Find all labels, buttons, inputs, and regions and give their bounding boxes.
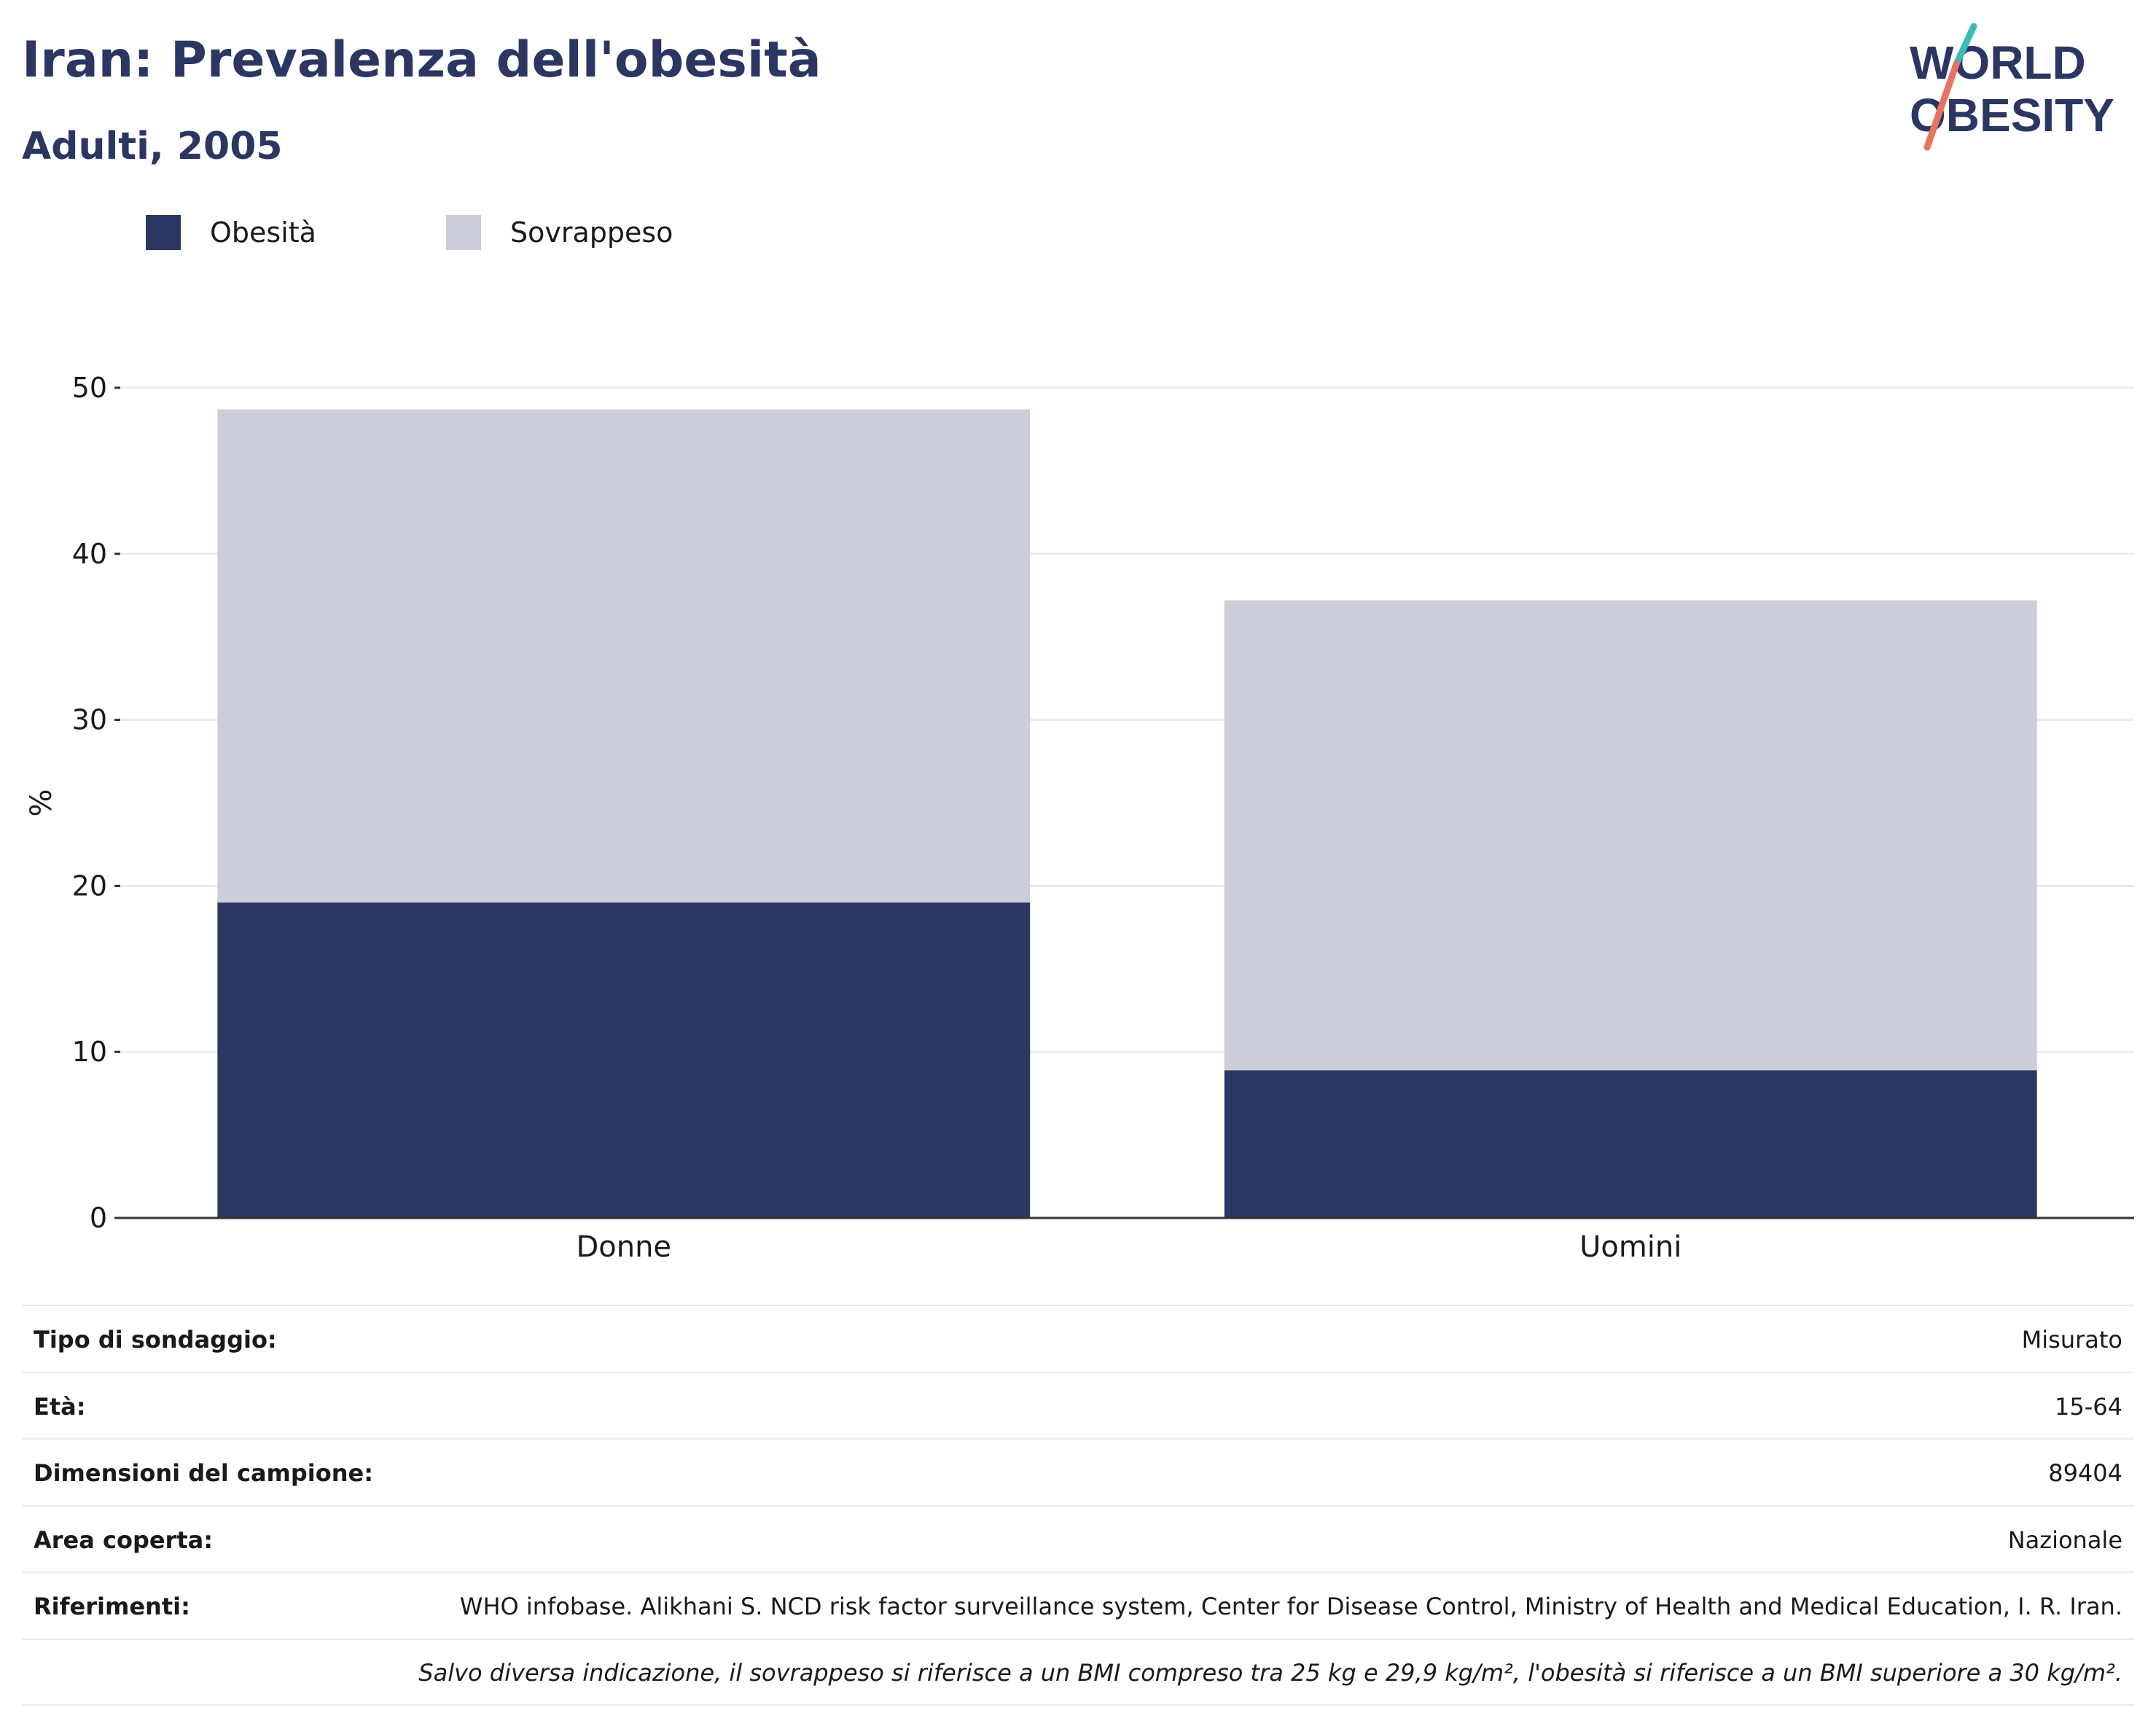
- x-tick-label: Uomini: [1579, 1230, 1682, 1264]
- world-obesity-logo: WORLD OBESITY: [1910, 23, 2114, 151]
- info-value: 89404: [2048, 1459, 2122, 1488]
- info-row-area: Area coperta: Nazionale: [22, 1504, 2134, 1572]
- bar-obesity-men[interactable]: [1224, 1070, 2037, 1218]
- legend-item-overweight[interactable]: Sovrappeso: [446, 215, 673, 250]
- y-tick-label: 10: [72, 1036, 107, 1068]
- logo-slash-coral: [1923, 60, 1960, 151]
- chart-title: Iran: Prevalenza dell'obesità: [22, 31, 821, 89]
- info-row-sample-size: Dimensioni del campione: 89404: [22, 1438, 2134, 1505]
- info-value: WHO infobase. Alikhani S. NCD risk facto…: [459, 1593, 2122, 1621]
- y-tick-label: 40: [72, 538, 107, 570]
- survey-info-table: Tipo di sondaggio: Misurato Età: 15-64 D…: [22, 1305, 2134, 1706]
- y-tick-label: 0: [90, 1202, 107, 1234]
- chart-subtitle: Adulti, 2005: [22, 125, 283, 168]
- y-axis-label: %: [25, 789, 58, 816]
- info-label: Età:: [34, 1392, 86, 1421]
- bmi-definition-note: Salvo diversa indicazione, il sovrappeso…: [22, 1638, 2134, 1706]
- stacked-bar-chart: 0 10 20 30 40 50 Donne Uomini%: [25, 372, 2134, 1264]
- y-tick-label: 50: [72, 372, 107, 404]
- legend-label-obesity: Obesità: [210, 216, 316, 249]
- bar-overweight-women[interactable]: [217, 409, 1031, 903]
- info-value: Misurato: [2021, 1326, 2122, 1354]
- bar-overweight-men[interactable]: [1224, 600, 2037, 1071]
- y-tick-label: 30: [72, 704, 107, 736]
- bar-obesity-women[interactable]: [217, 902, 1031, 1218]
- legend-swatch-overweight: [446, 215, 481, 250]
- info-value: 15-64: [2055, 1392, 2122, 1421]
- info-label: Tipo di sondaggio:: [34, 1326, 277, 1354]
- info-row-age: Età: 15-64: [22, 1371, 2134, 1439]
- bars: [217, 409, 2037, 1218]
- info-value: Nazionale: [2007, 1526, 2122, 1554]
- legend-label-overweight: Sovrappeso: [510, 216, 673, 249]
- info-row-survey-type: Tipo di sondaggio: Misurato: [22, 1305, 2134, 1372]
- x-tick-label: Donne: [576, 1230, 671, 1264]
- logo-line1: WORLD: [1910, 36, 2086, 89]
- logo-slash-teal: [1953, 23, 1977, 68]
- info-label: Dimensioni del campione:: [34, 1459, 374, 1488]
- legend-swatch-obesity: [146, 215, 181, 250]
- axes: 0 10 20 30 40 50 Donne Uomini%: [25, 372, 2134, 1264]
- info-row-references: Riferimenti: WHO infobase. Alikhani S. N…: [22, 1571, 2134, 1639]
- legend-item-obesity[interactable]: Obesità: [146, 215, 316, 250]
- info-label: Area coperta:: [34, 1526, 214, 1554]
- y-tick-label: 20: [72, 870, 107, 902]
- info-label: Riferimenti:: [34, 1593, 190, 1621]
